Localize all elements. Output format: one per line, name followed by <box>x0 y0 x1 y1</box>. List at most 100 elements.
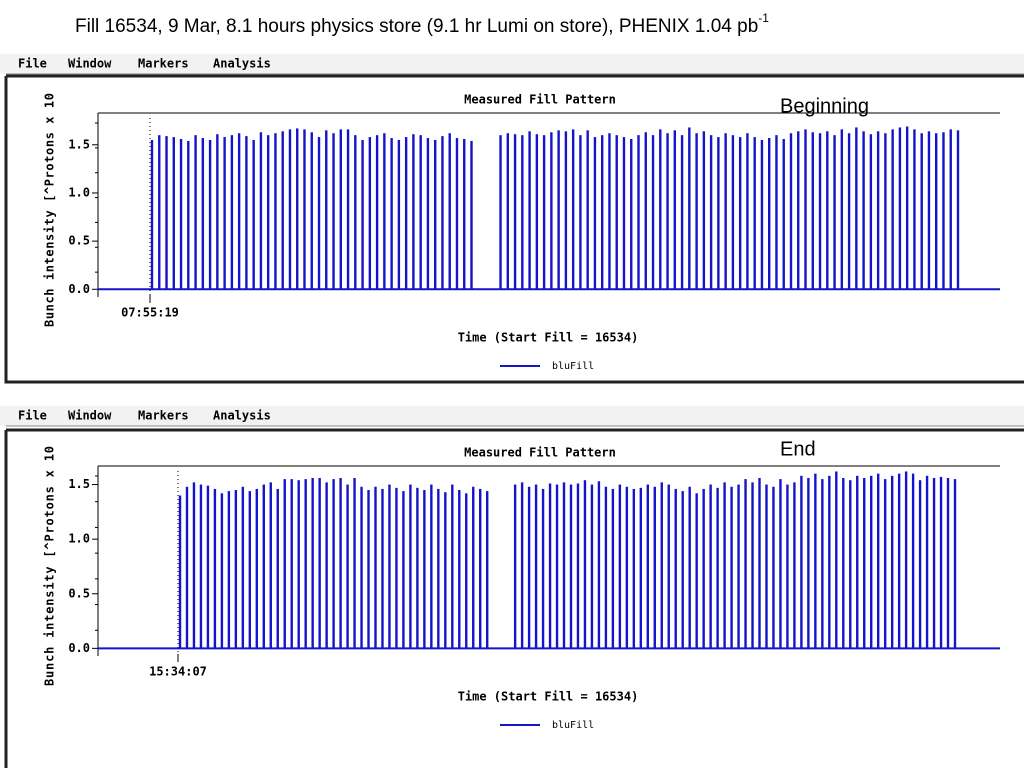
bunch-bar <box>448 133 451 290</box>
bunch-bar <box>814 473 817 649</box>
bunch-bar <box>419 135 422 290</box>
bunch-bar <box>611 488 615 649</box>
bunch-bar <box>600 135 604 290</box>
bunch-bar <box>608 133 611 290</box>
bunch-bar <box>772 486 775 649</box>
bunch-bar <box>695 133 698 290</box>
bunch-bar <box>746 133 749 290</box>
bunch-bar <box>332 479 335 649</box>
menu-item[interactable]: Markers <box>138 409 189 423</box>
bunch-bar <box>404 137 408 290</box>
bunch-bar <box>288 129 292 290</box>
menu-item[interactable]: Window <box>68 409 112 423</box>
bunch-bar <box>528 131 531 290</box>
bunch-bar <box>535 134 539 290</box>
bunch-bar <box>479 488 482 649</box>
bunch-bar <box>695 493 698 649</box>
bunch-bar <box>430 484 433 649</box>
bunch-bar <box>625 486 629 649</box>
bunch-bar <box>472 486 475 649</box>
bunch-bar <box>618 484 622 649</box>
bunch-bar <box>898 127 902 290</box>
bunch-bar <box>905 126 909 290</box>
chart-title: Measured Fill Pattern <box>464 93 616 107</box>
bunch-bar <box>383 133 386 290</box>
chart-title: Measured Fill Pattern <box>464 446 616 460</box>
bunch-bar <box>681 491 684 649</box>
y-axis-label: Bunch intensity [^Protons x 10 <box>43 446 57 686</box>
bunch-bar <box>667 484 670 649</box>
menu-item[interactable]: Analysis <box>213 57 271 71</box>
bunch-bar <box>935 133 938 290</box>
bunch-bar <box>688 486 691 649</box>
bunch-bar <box>150 139 154 290</box>
bunch-bar <box>870 475 873 649</box>
bunch-bar <box>709 135 713 290</box>
bunch-bar <box>737 484 740 649</box>
bunch-bar <box>800 475 803 649</box>
bunch-bar <box>245 136 248 290</box>
bunch-bar <box>325 130 328 290</box>
bunch-bar <box>368 137 372 290</box>
bunch-bar <box>216 134 219 290</box>
title-superscript: -1 <box>758 11 769 25</box>
bunch-bar <box>863 478 866 649</box>
bunch-bar <box>199 484 203 649</box>
bunch-bar <box>615 135 618 290</box>
menu-item[interactable]: File <box>18 409 47 423</box>
legend-label: bluFill <box>552 720 594 731</box>
bunch-bar <box>223 137 226 290</box>
bunch-bar <box>542 135 546 290</box>
bunch-bar <box>361 139 364 290</box>
bunch-bar <box>416 487 419 649</box>
bunch-bar <box>541 488 545 649</box>
panel-frame <box>4 74 1024 384</box>
y-tick-label: 1.0 <box>68 532 90 546</box>
bunch-bar <box>876 131 880 290</box>
bunch-bar <box>807 478 810 649</box>
menu-item[interactable]: Markers <box>138 57 189 71</box>
bunch-bar <box>804 129 807 290</box>
bunch-bar <box>674 488 677 649</box>
bunch-bar <box>360 486 363 649</box>
y-tick-label: 0.5 <box>68 234 90 248</box>
bunch-bar <box>458 490 461 649</box>
bunch-bar <box>753 137 756 290</box>
bunch-bar <box>339 478 342 649</box>
menu-item[interactable]: Window <box>68 57 112 71</box>
menu-item[interactable]: Analysis <box>213 409 271 423</box>
bunch-bar <box>925 475 929 649</box>
bunch-bar <box>562 482 566 649</box>
bunch-bar <box>579 135 582 290</box>
bunch-bar <box>744 479 747 649</box>
menu-item[interactable]: File <box>18 57 47 71</box>
bunch-bar <box>673 130 677 290</box>
bunch-bar <box>793 482 796 649</box>
bunch-bar <box>666 133 669 290</box>
bunch-bar <box>208 139 212 290</box>
y-tick-label: 1.5 <box>68 477 90 491</box>
bunch-bar <box>185 486 189 649</box>
bunch-bar <box>731 135 735 290</box>
bunch-bar <box>303 129 306 290</box>
bunch-bar <box>869 134 873 290</box>
bunch-bar <box>470 140 473 290</box>
bunch-bar <box>946 478 950 649</box>
panel-frame <box>4 428 1024 768</box>
bunch-bar <box>290 479 293 649</box>
x-start-label: 15:34:07 <box>149 665 207 679</box>
bunch-bar <box>751 482 754 649</box>
bunch-bar <box>241 486 245 649</box>
bunch-bar <box>227 491 231 649</box>
bunch-bar <box>506 133 510 290</box>
bunch-bar <box>847 133 851 290</box>
bunch-bar <box>890 475 894 649</box>
bunch-bar <box>842 478 845 649</box>
bunch-bar <box>423 490 426 649</box>
bunch-bar <box>339 129 342 290</box>
bunch-bar <box>346 484 349 649</box>
title-text: Fill 16534, 9 Mar, 8.1 hours physics sto… <box>75 16 758 37</box>
bunch-bar <box>397 139 401 290</box>
bunch-bar <box>651 135 655 290</box>
bunch-bar <box>953 479 957 649</box>
